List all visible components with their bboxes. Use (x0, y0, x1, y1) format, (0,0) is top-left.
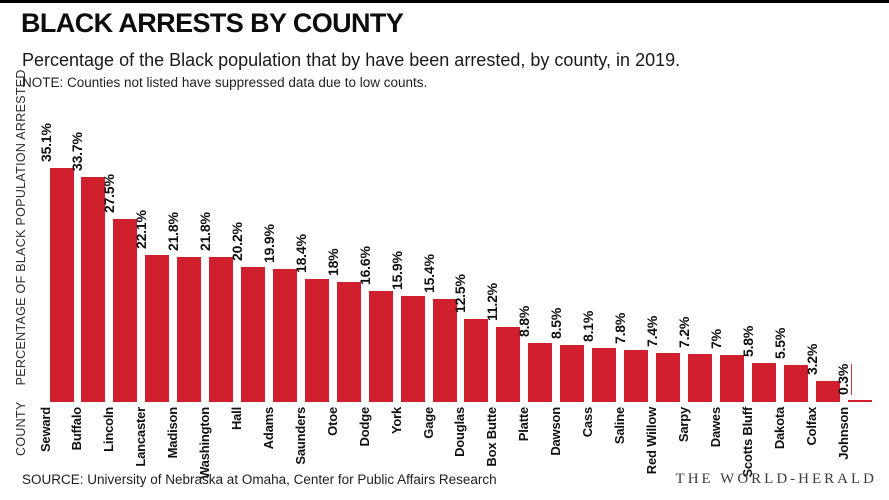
bar-value-label: 21.8% (165, 212, 182, 251)
bar (113, 219, 138, 402)
bar-value-label: 19.9% (260, 224, 277, 263)
source-line: SOURCE: University of Nebraska at Omaha,… (22, 472, 497, 487)
bar-value-label: 8.5% (548, 307, 565, 339)
bar (336, 282, 361, 402)
bar (177, 257, 202, 402)
chart-note: NOTE: Counties not listed have suppresse… (22, 75, 428, 90)
bar (49, 168, 74, 402)
bar (432, 299, 457, 402)
bar (272, 269, 297, 402)
bar-value-label: 35.1% (37, 123, 54, 162)
bar-value-label: 7.2% (675, 316, 692, 348)
bar (145, 255, 170, 402)
bar-value-label: 20.2% (229, 222, 246, 261)
bar-value-label: 18.4% (292, 234, 309, 273)
publisher-credit: THE WORLD-HERALD (675, 471, 877, 487)
bar (783, 365, 808, 402)
bar-category-label: Platte (516, 407, 532, 442)
top-rule (0, 0, 889, 3)
bar-value-label: 18% (324, 248, 341, 276)
bar-value-label: 5.5% (771, 327, 788, 359)
bar (687, 354, 712, 402)
bar-value-label: 33.7% (69, 132, 86, 171)
bar-value-label: 7.4% (643, 315, 660, 347)
bar-value-label: 8.8% (516, 305, 533, 337)
chart-subtitle: Percentage of the Black population that … (22, 50, 681, 70)
bar (368, 291, 393, 402)
bar (241, 267, 266, 402)
bar-category-label: Red Willow (643, 407, 659, 475)
bar (400, 296, 425, 402)
y-axis-title: PERCENTAGE OF BLACK POPULATION ARRESTED (14, 69, 28, 386)
left-axis-label: COUNTY PERCENTAGE OF BLACK POPULATION ARR… (14, 69, 28, 456)
bar (624, 350, 649, 402)
bar-value-label: 7% (707, 329, 724, 349)
bar (655, 353, 680, 402)
bar (496, 327, 521, 402)
bar-value-label: 3.2% (803, 343, 820, 375)
bar-value-label: 0.3% (834, 363, 852, 395)
bar (528, 343, 553, 402)
bar (592, 348, 617, 402)
bar-category-label: Cass (580, 407, 596, 438)
bar-value-label: 15.9% (388, 251, 405, 290)
bar-value-label: 12.5% (452, 274, 469, 313)
bar-value-label: 7.8% (612, 312, 629, 344)
bar-category-label: Saline (612, 407, 628, 445)
bar (815, 381, 840, 402)
bar (719, 355, 744, 402)
bar (209, 257, 234, 402)
bar (304, 279, 329, 402)
x-axis-title: COUNTY (14, 401, 28, 456)
bar (81, 177, 106, 402)
bar (751, 363, 776, 402)
bar-value-label: 27.5% (101, 174, 118, 213)
bar-value-label: 22.1% (133, 210, 150, 249)
bar-value-label: 16.6% (356, 246, 373, 285)
bar-value-label: 8.1% (580, 310, 597, 342)
bar (847, 400, 872, 402)
bar-value-label: 5.8% (739, 325, 756, 357)
chart-title: BLACK ARRESTS BY COUNTY (21, 8, 404, 38)
bar (464, 319, 489, 402)
bar (560, 345, 585, 402)
bar-value-label: 21.8% (197, 212, 214, 251)
bar-value-label: 11.2% (484, 283, 501, 321)
bar-value-label: 15.4% (420, 254, 437, 293)
bar-category-label: Dawson (548, 407, 564, 456)
